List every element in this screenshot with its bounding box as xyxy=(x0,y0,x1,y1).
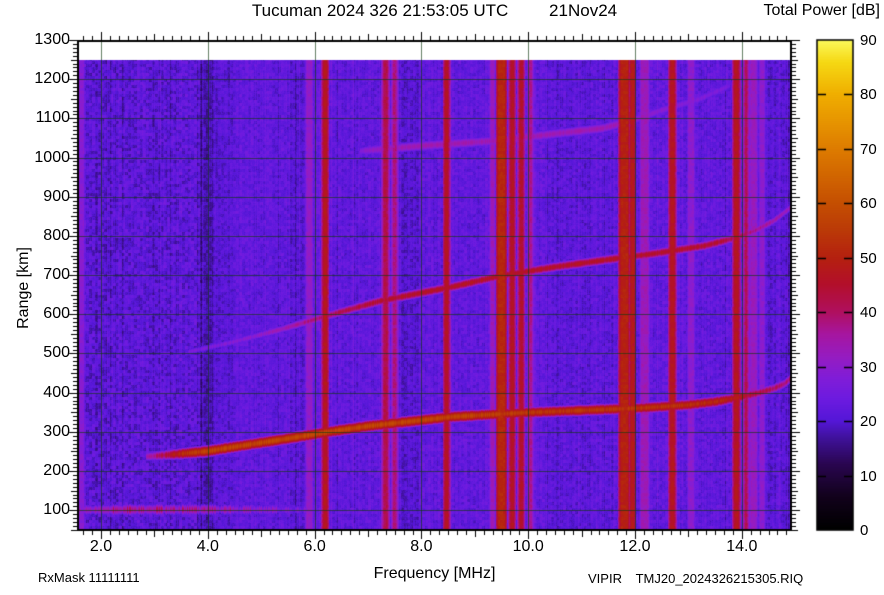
y-tick-label: 200 xyxy=(43,462,70,480)
colorbar-tick-label: 70 xyxy=(860,140,877,158)
y-tick-label: 1200 xyxy=(34,70,70,88)
plot-title: Tucuman 2024 326 21:53:05 UTC xyxy=(251,1,509,20)
colorbar-title: Total Power [dB] xyxy=(763,2,881,19)
colorbar-tick-label: 0 xyxy=(860,522,869,539)
x-tick-label: 8.0 xyxy=(410,538,433,555)
file-name-label: TMJ20_2024326215305.RIQ xyxy=(635,571,804,586)
x-tick-label: 2.0 xyxy=(89,538,113,555)
y-tick-label: 300 xyxy=(43,422,70,440)
colorbar-tick-label: 80 xyxy=(860,86,877,104)
y-tick-label: 100 xyxy=(43,501,70,519)
plot-date: 21Nov24 xyxy=(549,1,618,20)
colorbar-tick-label: 10 xyxy=(860,467,877,485)
x-axis-label: Frequency [MHz] xyxy=(373,565,496,582)
file-info-row: VIPIR TMJ20_2024326215305.RIQ xyxy=(588,571,803,586)
colorbar-tick-label: 90 xyxy=(860,32,877,49)
plot-title-row: Tucuman 2024 326 21:53:05 UTC 21Nov24 xyxy=(77,1,792,21)
colorbar-tick-label: 40 xyxy=(860,304,877,322)
y-tick-label: 800 xyxy=(43,226,70,244)
x-tick-label: 12.0 xyxy=(619,538,651,555)
y-tick-label: 1100 xyxy=(35,109,70,127)
x-tick-label: 10.0 xyxy=(512,538,544,555)
rx-mask-label: RxMask 11111111 xyxy=(38,570,140,585)
y-tick-label: 1000 xyxy=(34,148,70,166)
x-tick-label: 4.0 xyxy=(196,538,219,555)
y-tick-label: 1300 xyxy=(34,31,70,48)
colorbar-tick-label: 50 xyxy=(860,249,877,267)
y-tick-label: 900 xyxy=(43,187,70,205)
colorbar-tick-label: 30 xyxy=(860,358,877,376)
y-tick-label: 700 xyxy=(43,266,70,284)
y-tick-label: 400 xyxy=(43,383,70,401)
x-tick-label: 14.0 xyxy=(726,538,758,555)
instrument-label: VIPIR xyxy=(588,571,622,586)
y-tick-label: 600 xyxy=(43,305,70,323)
x-tick-label: 6.0 xyxy=(303,538,326,555)
colorbar-tick-label: 20 xyxy=(860,413,877,431)
colorbar-tick-label: 60 xyxy=(860,195,877,213)
y-tick-label: 500 xyxy=(43,344,70,362)
